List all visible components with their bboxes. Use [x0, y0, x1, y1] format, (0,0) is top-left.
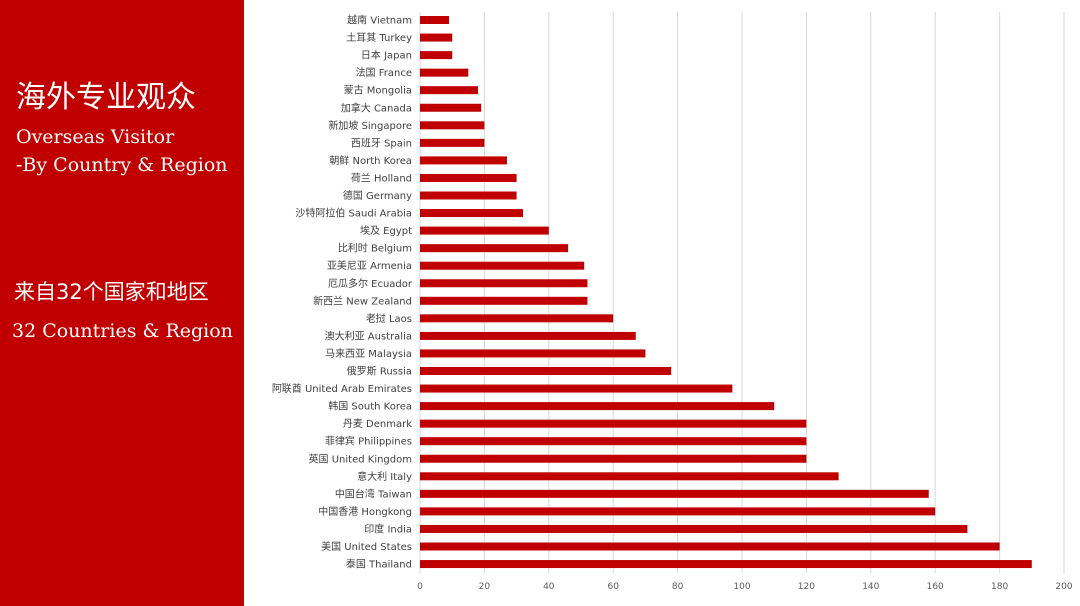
category-label: 新加坡 Singapore	[328, 119, 412, 132]
bar	[420, 191, 517, 200]
category-label: 加拿大 Canada	[341, 101, 412, 114]
x-tick-label: 60	[607, 582, 619, 592]
x-tick-label: 40	[543, 582, 555, 592]
category-label: 沙特阿拉伯 Saudi Arabia	[295, 207, 412, 220]
bar	[420, 524, 968, 533]
bar	[420, 296, 588, 305]
category-label: 朝鲜 North Korea	[329, 154, 412, 167]
category-label: 中国台湾 Taiwan	[335, 487, 412, 500]
bar	[420, 454, 807, 463]
bar	[420, 68, 469, 77]
country-count-en: 32 Countries & Region	[12, 320, 233, 342]
bar	[420, 314, 614, 323]
category-label: 埃及 Egypt	[360, 224, 412, 237]
category-label: 澳大利亚 Australia	[325, 329, 412, 342]
bar	[420, 209, 524, 218]
category-label: 印度 India	[364, 522, 412, 535]
category-label: 马来西亚 Malaysia	[325, 348, 412, 360]
x-tick-label: 120	[798, 582, 815, 592]
bar	[420, 367, 672, 375]
bar	[420, 51, 453, 60]
bar	[420, 507, 936, 516]
category-label: 丹麦 Denmark	[343, 418, 412, 430]
bar	[420, 138, 485, 147]
bar	[420, 402, 775, 411]
x-tick-label: 20	[479, 582, 491, 592]
bar	[420, 244, 569, 253]
category-label: 法国 France	[356, 66, 412, 79]
bar	[420, 226, 549, 235]
left-panel: 海外专业观众 Overseas Visitor -By Country & Re…	[0, 0, 244, 606]
bar	[420, 279, 588, 288]
bar	[420, 472, 839, 481]
category-label: 西班牙 Spain	[351, 137, 412, 149]
country-count-cn: 来自32个国家和地区	[14, 280, 209, 304]
bar	[420, 156, 507, 165]
category-label: 荷兰 Holland	[351, 171, 412, 184]
category-label: 德国 Germany	[343, 189, 412, 202]
panel-title-en-line2: -By Country & Region	[16, 154, 228, 176]
bar	[420, 489, 929, 498]
category-label: 比利时 Belgium	[338, 243, 412, 255]
category-label: 厄瓜多尔 Ecuador	[328, 277, 413, 290]
bar	[420, 349, 646, 358]
bar	[420, 261, 585, 270]
bars	[420, 16, 1032, 569]
category-label: 新西兰 New Zealand	[313, 294, 412, 307]
category-label: 阿联酋 United Arab Emirates	[272, 382, 412, 395]
bar	[420, 173, 517, 182]
panel-title-en-line1: Overseas Visitor	[16, 126, 175, 148]
category-label: 英国 United Kingdom	[309, 452, 412, 465]
x-tick-label: 140	[862, 582, 879, 592]
bar	[420, 331, 636, 340]
bar	[420, 542, 1000, 551]
x-tick-label: 100	[733, 582, 750, 592]
category-label: 俄罗斯 Russia	[347, 365, 412, 378]
category-label: 日本 Japan	[361, 49, 412, 62]
category-label: 中国香港 Hongkong	[318, 505, 412, 518]
bar	[420, 121, 485, 130]
bar	[420, 103, 482, 112]
visitor-bar-chart: 越南 Vietnam 土耳其 Turkey 日本 Japan 法国 France 蒙古 …	[272, 12, 1073, 592]
x-tick-label: 0	[417, 582, 423, 592]
gridlines	[419, 12, 1065, 573]
x-tick-label: 180	[991, 582, 1008, 592]
category-label: 蒙古 Mongolia	[344, 84, 412, 97]
panel-title-cn: 海外专业观众	[16, 80, 196, 115]
x-tick-label: 80	[672, 582, 684, 592]
bar	[420, 419, 807, 428]
bar	[420, 33, 453, 42]
bar	[420, 86, 478, 95]
category-label: 泰国 Thailand	[346, 558, 412, 571]
category-label: 意大利 Italy	[357, 470, 412, 483]
category-labels: 越南 Vietnam 土耳其 Turkey 日本 Japan 法国 France 蒙古 …	[272, 14, 413, 571]
x-tick-label: 160	[927, 582, 944, 592]
category-label: 美国 United States	[321, 540, 412, 553]
x-tick-label: 200	[1055, 582, 1072, 592]
category-label: 土耳其 Turkey	[346, 31, 412, 44]
bar	[420, 384, 733, 393]
category-label: 越南 Vietnam	[347, 14, 412, 27]
category-label: 亚美尼亚 Armenia	[327, 259, 412, 272]
category-label: 韩国 South Korea	[328, 400, 412, 413]
x-tick-labels: 0 20 40 60 80 100 120 140 160 180 200	[417, 582, 1073, 592]
category-label: 菲律宾 Philippines	[325, 435, 412, 448]
category-label: 老挝 Laos	[366, 312, 412, 325]
bar	[420, 560, 1032, 569]
bar	[420, 16, 449, 24]
bar	[420, 437, 807, 446]
